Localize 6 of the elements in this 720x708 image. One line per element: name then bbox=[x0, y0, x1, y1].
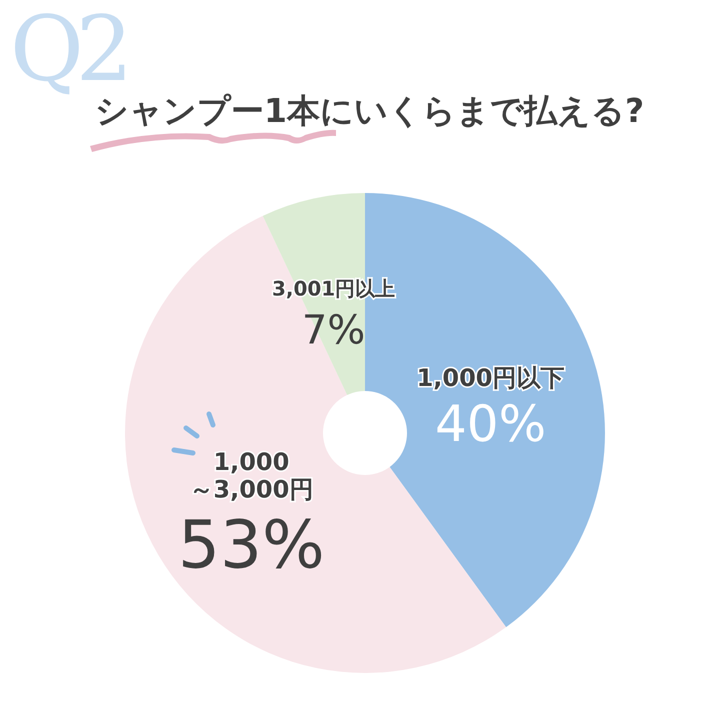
data-label: 40% bbox=[434, 394, 546, 453]
slice-label: 1,000 ～3,000円 bbox=[189, 448, 314, 504]
data-label: 53% bbox=[178, 506, 325, 584]
data-label: 7% bbox=[302, 307, 366, 354]
slice-label: 3,001円以上 bbox=[272, 276, 396, 300]
slice-label: 1,000円以下 bbox=[416, 364, 564, 392]
